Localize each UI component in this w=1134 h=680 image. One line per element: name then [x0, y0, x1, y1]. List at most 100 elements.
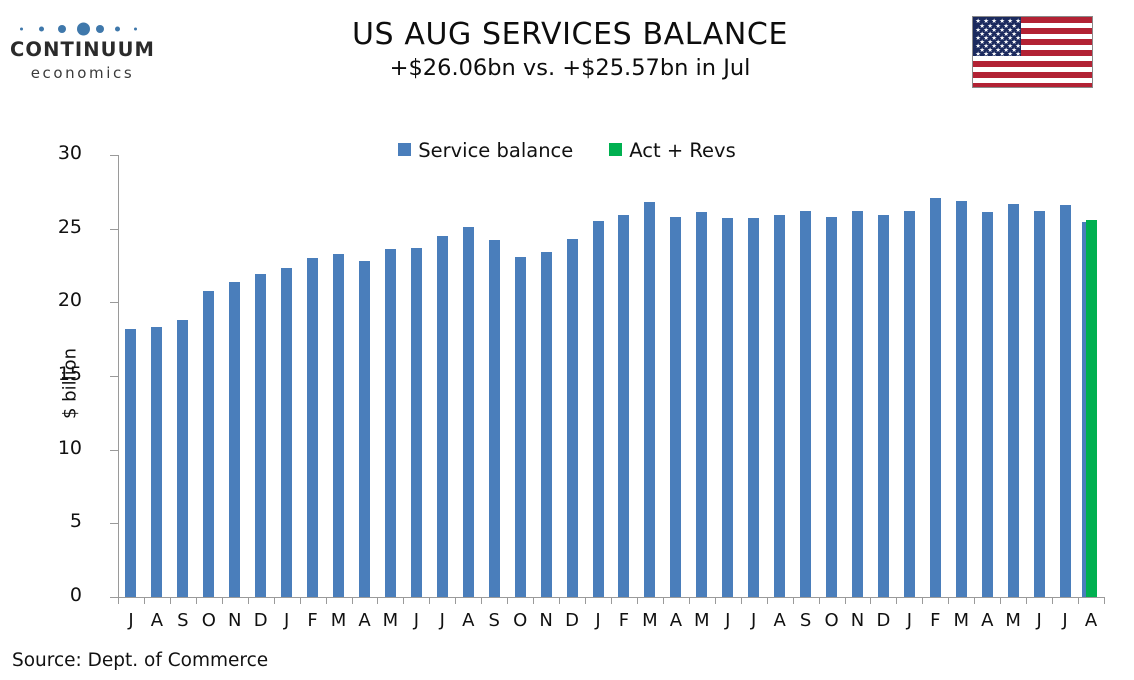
flag-stripe — [973, 17, 1092, 23]
bar[interactable] — [255, 274, 267, 597]
bar[interactable] — [670, 216, 682, 597]
x-tick-label: D — [565, 610, 580, 631]
flag-star: ★ — [995, 37, 1001, 46]
flag-star: ★ — [1003, 29, 1009, 38]
flag-stripe — [973, 28, 1092, 34]
x-tick-label: A — [773, 610, 786, 631]
x-tick-label: D — [253, 610, 268, 631]
bar[interactable] — [410, 247, 422, 597]
bar[interactable] — [333, 253, 345, 597]
bar[interactable] — [800, 211, 812, 597]
bar[interactable] — [903, 211, 915, 597]
logo-dot — [77, 22, 90, 36]
flag-star: ★ — [975, 17, 981, 26]
flag-star: ★ — [991, 33, 997, 42]
flag-star: ★ — [1003, 21, 1009, 30]
bar[interactable] — [722, 218, 734, 597]
flag-star: ★ — [1015, 33, 1021, 42]
y-tick — [110, 523, 118, 525]
legend-item[interactable]: Act + Revs — [609, 138, 736, 162]
bar[interactable] — [981, 212, 993, 597]
bar[interactable] — [592, 221, 604, 597]
flag-star: ★ — [987, 21, 993, 30]
x-tick-label: J — [1036, 610, 1042, 631]
legend-swatch-icon — [398, 143, 412, 156]
x-tick-label: J — [1062, 610, 1068, 631]
x-tick — [455, 597, 457, 604]
x-tick — [974, 597, 976, 604]
x-tick-label: M — [953, 610, 970, 631]
flag-star: ★ — [1011, 21, 1017, 30]
bar[interactable] — [514, 256, 526, 597]
x-tick — [533, 597, 535, 604]
flag-star: ★ — [1003, 46, 1009, 55]
bar[interactable] — [488, 240, 500, 597]
bar[interactable] — [644, 202, 656, 597]
flag-stripe — [973, 77, 1092, 84]
bar[interactable] — [748, 218, 760, 597]
flag-star: ★ — [1007, 42, 1013, 50]
bar-chart: Service balance Act + Revs $ billion 0 5 10… — [0, 118, 1134, 638]
bar[interactable] — [462, 227, 474, 597]
bar[interactable] — [307, 258, 319, 597]
flag-star: ★ — [979, 46, 985, 55]
x-tick-label: M — [1005, 610, 1021, 631]
bar[interactable] — [384, 249, 396, 597]
bar[interactable] — [540, 252, 552, 597]
source-note: Source: Dept. of Commerce — [12, 650, 269, 671]
x-tick-label: S — [488, 610, 500, 631]
x-tick-label: J — [725, 610, 731, 631]
logo-dot — [58, 25, 66, 33]
flag-star: ★ — [1011, 29, 1017, 38]
flag-star: ★ — [975, 25, 981, 34]
flag-stripe — [973, 39, 1092, 45]
flag-star: ★ — [995, 29, 1001, 38]
bar[interactable] — [929, 197, 941, 597]
bar[interactable] — [203, 290, 215, 597]
bar[interactable] — [955, 200, 967, 597]
logo-dot — [134, 27, 137, 31]
bar[interactable] — [1059, 205, 1071, 597]
bar[interactable] — [1007, 203, 1019, 597]
x-tick-label: M — [694, 610, 710, 631]
x-tick — [1078, 597, 1080, 604]
y-tick — [110, 597, 118, 598]
flag-star: ★ — [983, 50, 989, 56]
bar[interactable] — [566, 238, 578, 597]
bar[interactable] — [359, 261, 370, 597]
flag-star: ★ — [1015, 42, 1021, 50]
x-tick — [818, 597, 820, 604]
y-tick-label: 20 — [57, 289, 82, 312]
logo-dot — [115, 26, 120, 32]
x-tick — [118, 597, 119, 604]
x-tick-label: A — [358, 610, 371, 631]
bar[interactable] — [125, 328, 137, 597]
flag-star: ★ — [1015, 50, 1021, 56]
x-tick — [636, 597, 638, 604]
x-tick-label: J — [751, 610, 757, 631]
flag-star: ★ — [999, 42, 1005, 50]
flag-stripe — [973, 55, 1092, 62]
bar[interactable] — [281, 268, 293, 597]
bar[interactable] — [852, 211, 863, 597]
flag-star: ★ — [991, 17, 997, 26]
flag-star: ★ — [1007, 50, 1013, 56]
bar[interactable] — [1085, 220, 1097, 597]
legend-item[interactable]: Service balance — [398, 138, 573, 162]
bar[interactable] — [229, 281, 241, 597]
bar[interactable] — [877, 215, 889, 597]
bar[interactable] — [1033, 211, 1045, 597]
x-tick-label: J — [439, 610, 445, 631]
bar[interactable] — [826, 216, 838, 597]
x-tick — [169, 597, 171, 604]
bar[interactable] — [177, 320, 189, 597]
bar[interactable] — [436, 236, 448, 597]
bar[interactable] — [696, 212, 708, 597]
y-tick — [110, 449, 118, 451]
flag-star: ★ — [987, 46, 993, 55]
bar[interactable] — [618, 215, 630, 597]
bar[interactable] — [774, 215, 786, 597]
bar[interactable] — [151, 327, 163, 597]
x-tick — [325, 597, 327, 604]
x-tick-label: O — [513, 610, 528, 631]
